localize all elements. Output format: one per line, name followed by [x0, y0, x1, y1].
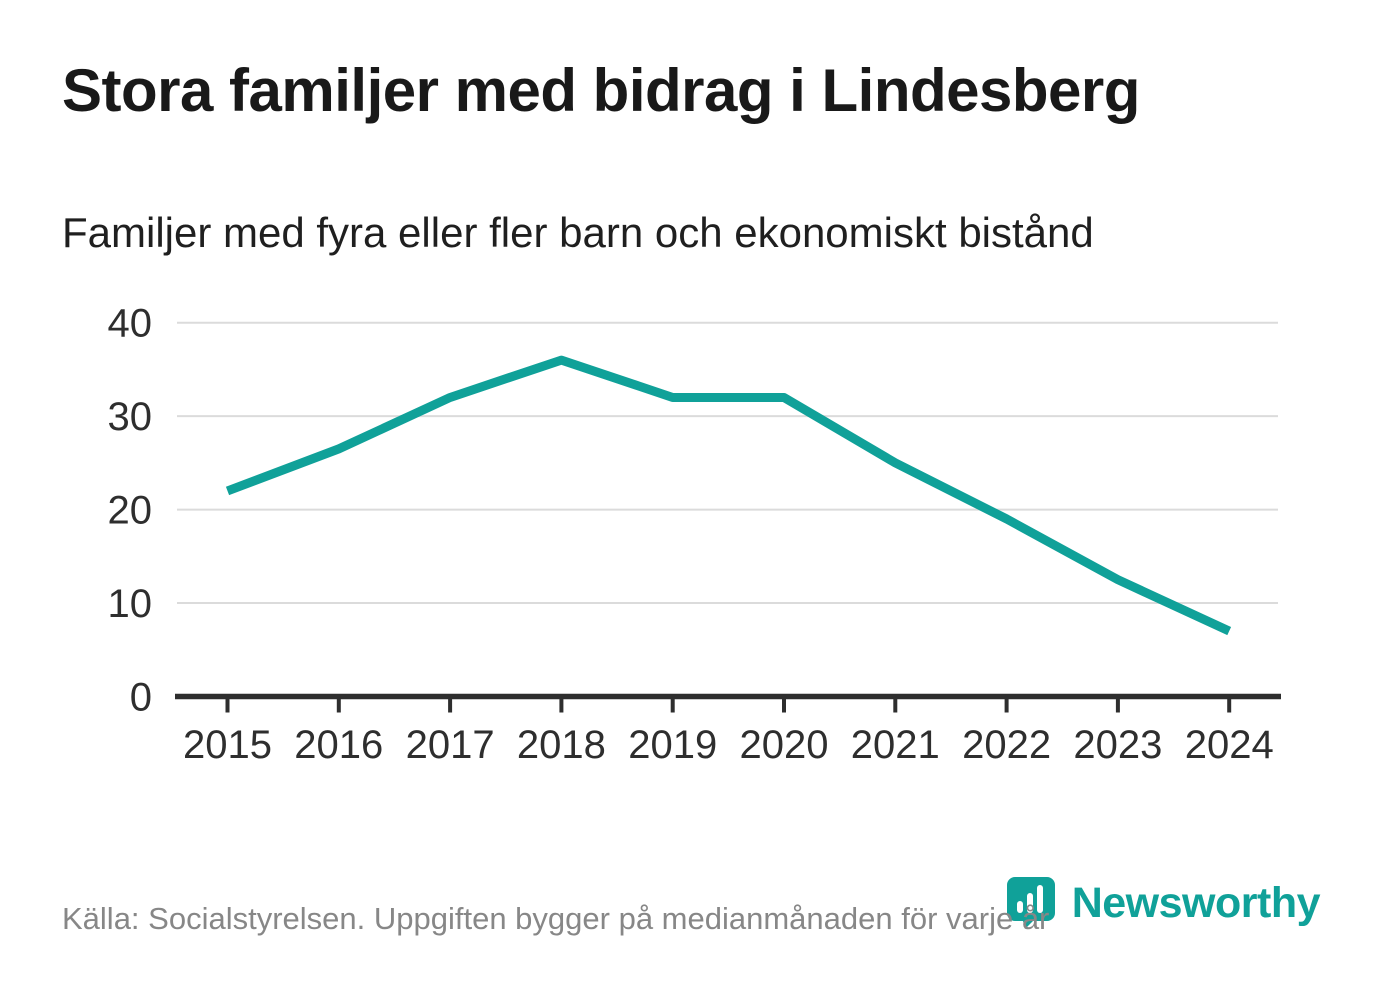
- x-axis-label: 2020: [740, 723, 829, 767]
- x-axis-label: 2021: [851, 723, 940, 767]
- y-axis-label: 0: [130, 676, 152, 720]
- newsworthy-logo: Newsworthy: [1006, 876, 1321, 930]
- y-axis-label: 30: [108, 395, 153, 439]
- x-axis-label: 2022: [962, 723, 1051, 767]
- x-axis-label: 2024: [1185, 723, 1274, 767]
- chart-subtitle: Familjer med fyra eller fler barn och ek…: [62, 209, 1094, 256]
- chart-title: Stora familjer med bidrag i Lindesberg: [62, 57, 1140, 124]
- newsworthy-logo-text: Newsworthy: [1071, 878, 1321, 927]
- x-axis-label: 2023: [1073, 723, 1162, 767]
- x-axis-label: 2016: [294, 723, 383, 767]
- x-axis-label: 2019: [628, 723, 717, 767]
- data-line: [225, 355, 1232, 636]
- x-axis-label: 2017: [406, 723, 495, 767]
- y-axis-label: 10: [108, 582, 153, 626]
- newsworthy-logo-icon: [1006, 877, 1055, 929]
- source-note: Källa: Socialstyrelsen. Uppgiften bygger…: [62, 901, 1050, 936]
- x-axis-label: 2015: [183, 723, 272, 767]
- y-axis-label: 20: [108, 489, 153, 533]
- y-axis-label: 40: [108, 302, 153, 346]
- x-axis-label: 2018: [517, 723, 606, 767]
